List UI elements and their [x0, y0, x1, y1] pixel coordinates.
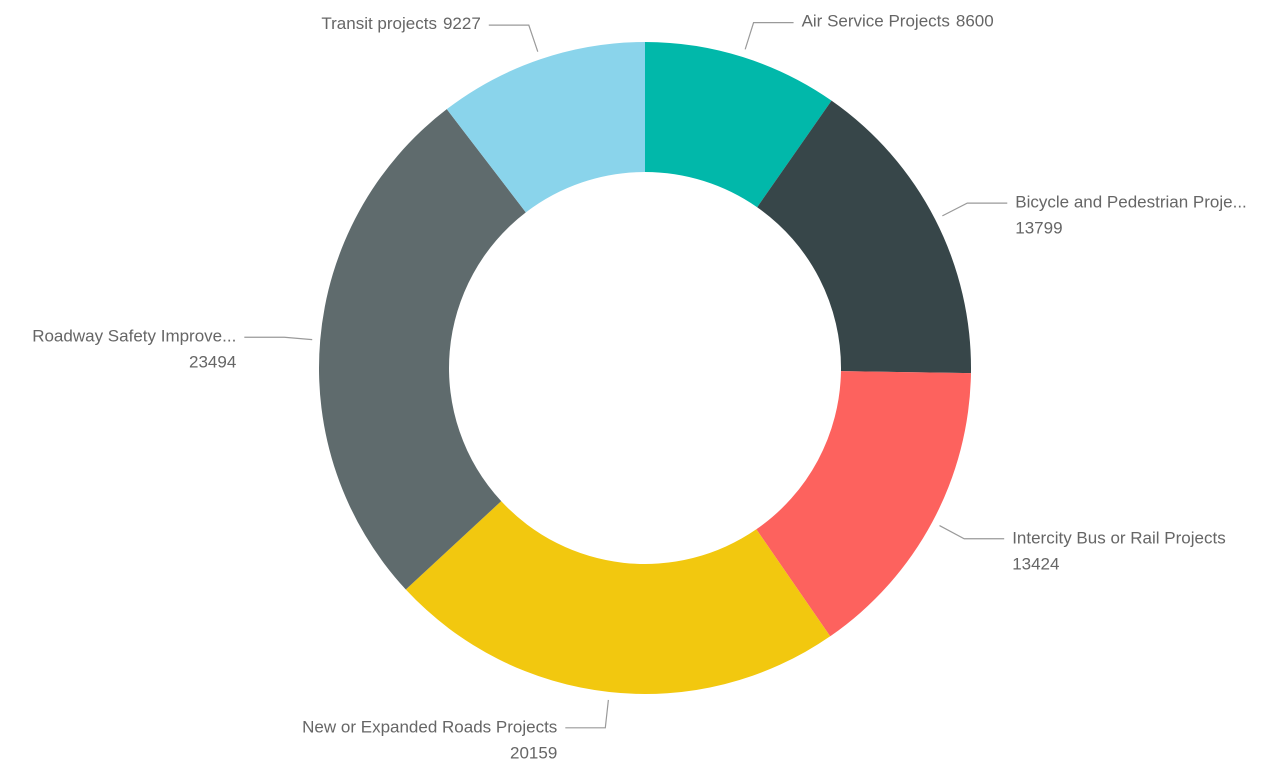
label-value: 13799: [1015, 219, 1062, 238]
data-label: Air Service Projects 8600: [802, 12, 994, 31]
donut-slice: [756, 371, 971, 637]
donut-slice: [446, 42, 645, 213]
label-value: 9227: [443, 15, 481, 34]
label-category: Roadway Safety Improve...: [32, 327, 236, 346]
label-value: 8600: [956, 12, 994, 31]
label-value: 20159: [510, 743, 557, 759]
leader-line: [565, 699, 609, 729]
label-value: 13424: [1012, 554, 1059, 573]
label-category: Intercity Bus or Rail Projects: [1012, 528, 1226, 547]
leader-line: [488, 24, 539, 52]
label-category: Bicycle and Pedestrian Proje...: [1015, 193, 1247, 212]
leader-line: [942, 202, 1008, 217]
label-category: Air Service Projects: [802, 12, 950, 31]
donut-slice: [405, 501, 831, 694]
leader-line: [244, 336, 313, 341]
donut-slice: [645, 42, 832, 208]
donut-slice: [757, 100, 971, 374]
donut-slice: [318, 109, 526, 590]
label-category: Transit projects: [321, 15, 437, 34]
label-value: 23494: [189, 353, 236, 372]
label-category: New or Expanded Roads Projects: [302, 717, 557, 736]
data-label: Transit projects 9227: [321, 15, 480, 34]
leader-line: [744, 22, 794, 50]
leader-line: [939, 525, 1005, 540]
